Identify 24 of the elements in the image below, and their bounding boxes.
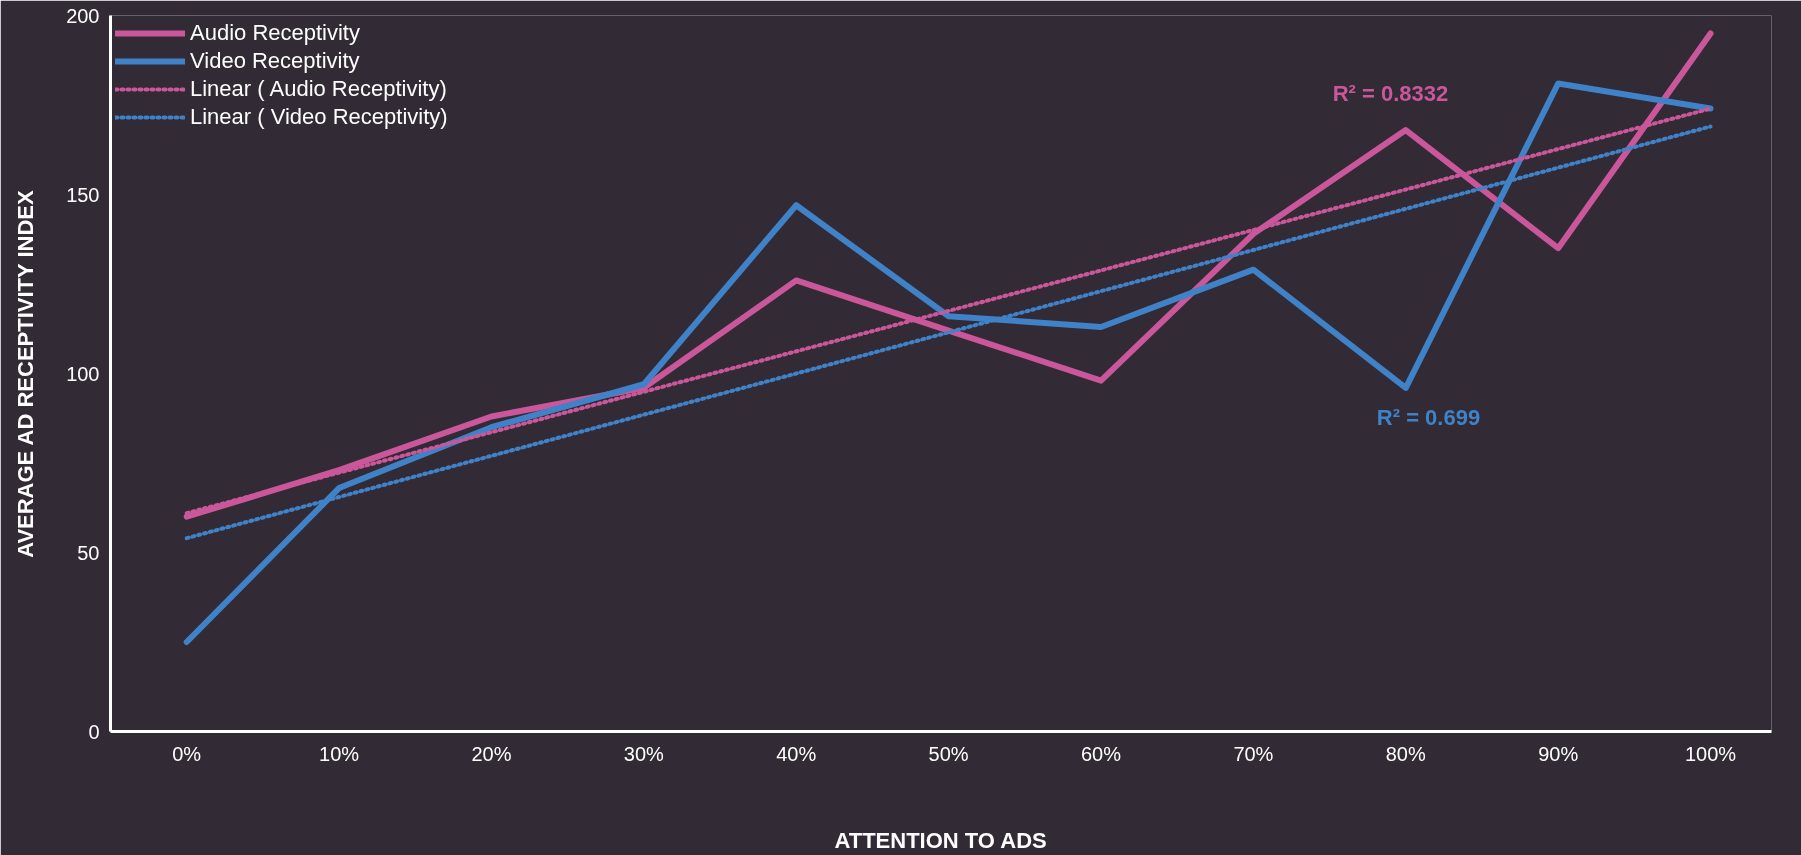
x-tick-label: 0% [172, 742, 202, 765]
x-tick-label: 30% [623, 742, 665, 765]
x-tick-label: 40% [776, 742, 817, 765]
legend-label: Audio Receptivity [190, 20, 360, 46]
y-tick-label: 150 [66, 183, 100, 206]
annotation: R² = 0.699 [1376, 405, 1481, 430]
y-tick-label: 200 [66, 4, 100, 27]
legend-label: Linear ( Audio Receptivity) [190, 76, 447, 102]
x-tick-label: 80% [1385, 742, 1427, 765]
legend-label: Linear ( Video Receptivity) [190, 104, 448, 130]
y-tick-label: 0 [88, 720, 100, 743]
x-tick-label: 70% [1233, 742, 1274, 765]
x-tick-label: 20% [471, 742, 512, 765]
x-tick-label: 10% [319, 742, 360, 765]
y-tick-label: 50 [77, 541, 100, 564]
annotation: R² = 0.8332 [1332, 81, 1449, 106]
legend-label: Video Receptivity [190, 48, 360, 74]
y-axis-title: AVERAGE AD RECEPTIVITY INDEX [13, 190, 39, 558]
y-tick-label: 100 [66, 362, 100, 385]
x-tick-label: 60% [1080, 742, 1122, 765]
x-tick-label: 90% [1538, 742, 1579, 765]
x-tick-label: 100% [1684, 742, 1737, 765]
x-axis-title: ATTENTION TO ADS [834, 827, 1047, 853]
x-tick-label: 50% [928, 742, 969, 765]
